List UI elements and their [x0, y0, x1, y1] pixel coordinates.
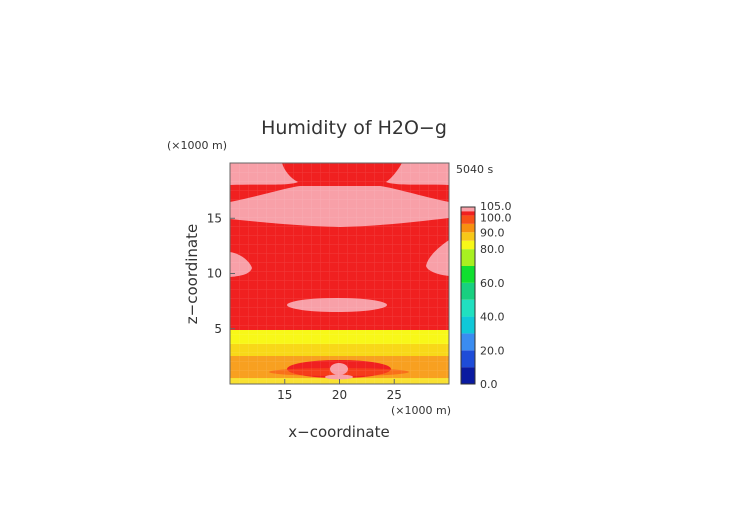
colorbar-label: 105.0	[480, 200, 512, 213]
x-axis-label: x−coordinate	[288, 423, 389, 441]
colorbar-swatch	[461, 223, 475, 233]
colorbar-swatch	[461, 266, 475, 283]
y-axis-label: z−coordinate	[183, 224, 201, 324]
colorbar-swatch	[461, 207, 475, 212]
colorbar-label: 80.0	[480, 243, 505, 256]
colorbar-swatch	[461, 240, 475, 250]
y-unit-label: (×1000 m)	[167, 139, 227, 152]
colorbar-swatch	[461, 215, 475, 224]
x-tick-label: 15	[277, 388, 292, 402]
colorbar-swatch	[461, 282, 475, 300]
colorbar-label: 0.0	[480, 378, 498, 391]
colorbar-swatch	[461, 249, 475, 266]
colorbar-frame	[460, 206, 476, 385]
y-tick-label: 15	[207, 211, 222, 225]
colorbar-swatch	[461, 211, 475, 216]
colorbar-swatch	[461, 299, 475, 317]
y-tick-label: 10	[207, 267, 222, 281]
colorbar-swatch	[461, 232, 475, 241]
y-tick-label: 5	[214, 322, 222, 336]
colorbar-label: 40.0	[480, 311, 505, 324]
x-tick-label: 20	[332, 388, 347, 402]
colorbar-swatch	[461, 367, 475, 384]
y-ticks: 5 10 15	[207, 211, 235, 336]
colorbar-label: 90.0	[480, 226, 505, 239]
x-tick-label: 25	[387, 388, 402, 402]
colorbar-swatch	[461, 333, 475, 351]
colorbar-swatch	[461, 316, 475, 334]
heatmap-plot	[230, 163, 449, 384]
colorbar-label: 20.0	[480, 344, 505, 357]
time-label: 5040 s	[456, 163, 493, 176]
x-ticks: 15 20 25	[277, 379, 402, 402]
colorbar-swatch	[461, 350, 475, 368]
colorbar-label: 100.0	[480, 211, 512, 224]
grid-overlay	[230, 163, 449, 384]
colorbar-label: 60.0	[480, 277, 505, 290]
x-unit-label: (×1000 m)	[391, 404, 451, 417]
chart-title: Humidity of H2O−g	[261, 117, 447, 139]
